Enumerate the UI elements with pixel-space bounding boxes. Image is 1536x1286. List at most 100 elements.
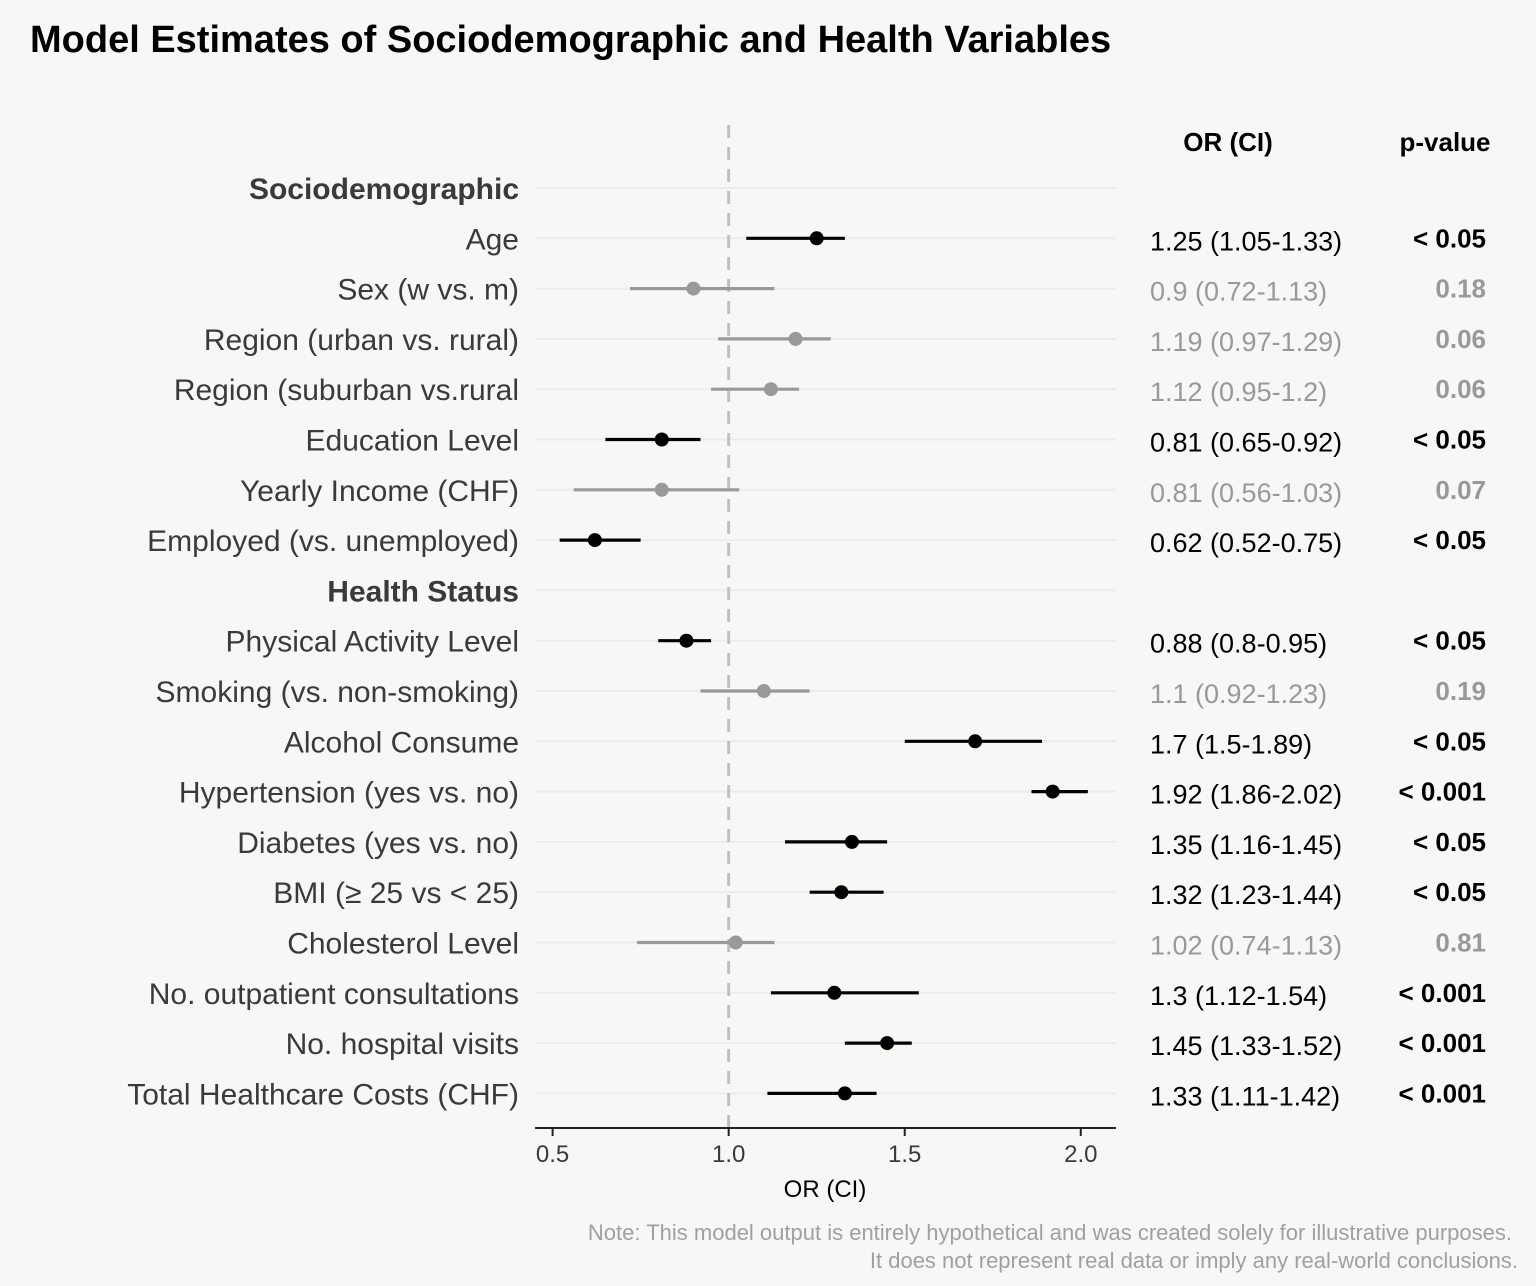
- forest-row: Smoking (vs. non-smoking) 1.1 (0.92-1.23)…: [156, 676, 1486, 709]
- forest-row: Yearly Income (CHF) 0.81 (0.56-1.03) 0.07: [240, 475, 1486, 508]
- group-label: Sociodemographic: [249, 173, 519, 206]
- estimate-point: [880, 1036, 895, 1051]
- row-label: Alcohol Consume: [284, 726, 519, 759]
- row-label: Education Level: [306, 425, 520, 458]
- forest-row: No. outpatient consultations 1.3 (1.12-1.…: [149, 978, 1486, 1011]
- note-line-1: Note: This model output is entirely hypo…: [588, 1220, 1512, 1245]
- estimate-point: [587, 533, 602, 548]
- p-value: < 0.001: [1399, 777, 1486, 807]
- p-value: 0.18: [1435, 274, 1486, 304]
- or-ci-value: 1.45 (1.33-1.52): [1150, 1031, 1342, 1061]
- forest-row: Region (urban vs. rural) 1.19 (0.97-1.29)…: [204, 324, 1486, 357]
- p-value: < 0.001: [1399, 978, 1486, 1008]
- group-header-row: Health Status: [327, 575, 519, 608]
- p-value: < 0.05: [1413, 223, 1486, 253]
- or-ci-value: 0.62 (0.52-0.75): [1150, 528, 1342, 558]
- forest-row: Cholesterol Level 1.02 (0.74-1.13) 0.81: [287, 928, 1486, 961]
- or-ci-value: 1.35 (1.16-1.45): [1150, 830, 1342, 860]
- p-value: 0.07: [1435, 475, 1486, 505]
- p-value-column-header: p-value: [1399, 127, 1490, 157]
- or-ci-value: 0.9 (0.72-1.13): [1150, 277, 1327, 307]
- note-line-2: It does not represent real data or imply…: [870, 1248, 1518, 1273]
- estimate-point: [728, 935, 743, 950]
- row-label: BMI (≥ 25 vs < 25): [273, 877, 519, 910]
- row-label: Physical Activity Level: [226, 626, 519, 659]
- or-ci-value: 1.3 (1.12-1.54): [1150, 981, 1327, 1011]
- forest-row: Total Healthcare Costs (CHF) 1.33 (1.11-1…: [127, 1078, 1486, 1111]
- estimate-point: [809, 231, 824, 246]
- forest-row: BMI (≥ 25 vs < 25) 1.32 (1.23-1.44) < 0.05: [273, 877, 1486, 910]
- p-value: < 0.001: [1399, 1078, 1486, 1108]
- or-column-header: OR (CI): [1183, 127, 1273, 157]
- forest-row: Region (suburban vs.rural 1.12 (0.95-1.2)…: [174, 374, 1486, 407]
- estimate-point: [788, 331, 803, 346]
- p-value: < 0.05: [1413, 877, 1486, 907]
- estimate-point: [686, 281, 701, 296]
- estimate-point: [844, 834, 859, 849]
- row-label: Age: [466, 223, 519, 256]
- row-label: Region (urban vs. rural): [204, 324, 519, 357]
- x-axis-ticks: 0.5 1.0 1.5 2.0: [536, 1128, 1097, 1168]
- row-label: Smoking (vs. non-smoking): [156, 676, 519, 709]
- p-value: 0.81: [1435, 928, 1486, 958]
- estimate-point: [654, 482, 669, 497]
- forest-row: Hypertension (yes vs. no) 1.92 (1.86-2.02…: [179, 777, 1486, 810]
- p-value: < 0.001: [1399, 1028, 1486, 1058]
- x-tick-label: 1.5: [888, 1141, 921, 1168]
- row-label: Employed (vs. unemployed): [147, 525, 519, 558]
- row-label: Region (suburban vs.rural: [174, 374, 519, 407]
- p-value: < 0.05: [1413, 425, 1486, 455]
- x-tick-label: 2.0: [1064, 1141, 1097, 1168]
- estimate-point: [1045, 784, 1060, 799]
- p-value: < 0.05: [1413, 626, 1486, 656]
- forest-row: Education Level 0.81 (0.65-0.92) < 0.05: [306, 425, 1487, 458]
- row-label: Yearly Income (CHF): [240, 475, 519, 508]
- estimate-point: [756, 684, 771, 698]
- or-ci-value: 1.1 (0.92-1.23): [1150, 679, 1327, 709]
- forest-row: No. hospital visits 1.45 (1.33-1.52) < 0.0…: [286, 1028, 1486, 1061]
- row-label: No. outpatient consultations: [149, 978, 519, 1011]
- forest-row: Employed (vs. unemployed) 0.62 (0.52-0.75…: [147, 525, 1486, 558]
- or-ci-value: 0.81 (0.65-0.92): [1150, 428, 1342, 458]
- forest-row: Alcohol Consume 1.7 (1.5-1.89) < 0.05: [284, 726, 1486, 759]
- or-ci-value: 0.88 (0.8-0.95): [1150, 629, 1327, 659]
- estimate-point: [679, 633, 694, 648]
- row-label: Sex (w vs. m): [337, 274, 519, 307]
- chart-title: Model Estimates of Sociodemographic and …: [30, 19, 1111, 61]
- or-ci-value: 1.7 (1.5-1.89): [1150, 729, 1312, 759]
- or-ci-value: 1.32 (1.23-1.44): [1150, 880, 1342, 910]
- x-tick-label: 0.5: [536, 1141, 569, 1168]
- estimate-point: [834, 885, 849, 900]
- forest-row: Age 1.25 (1.05-1.33) < 0.05: [466, 223, 1486, 256]
- group-header-row: Sociodemographic: [249, 173, 519, 206]
- p-value: < 0.05: [1413, 726, 1486, 756]
- row-label: Diabetes (yes vs. no): [237, 827, 519, 860]
- or-ci-value: 1.19 (0.97-1.29): [1150, 327, 1342, 357]
- x-axis-title: OR (CI): [784, 1176, 867, 1203]
- p-value: 0.19: [1435, 676, 1486, 706]
- or-ci-value: 1.12 (0.95-1.2): [1150, 377, 1327, 407]
- forest-row: Diabetes (yes vs. no) 1.35 (1.16-1.45) < 0…: [237, 827, 1486, 860]
- row-label: Total Healthcare Costs (CHF): [127, 1078, 519, 1111]
- p-value: < 0.05: [1413, 525, 1486, 555]
- forest-row: Physical Activity Level 0.88 (0.8-0.95) < …: [226, 626, 1486, 659]
- estimate-point: [837, 1086, 852, 1101]
- group-label: Health Status: [327, 575, 519, 608]
- or-ci-value: 0.81 (0.56-1.03): [1150, 478, 1342, 508]
- row-label: Hypertension (yes vs. no): [179, 777, 519, 810]
- or-ci-value: 1.92 (1.86-2.02): [1150, 780, 1342, 810]
- or-ci-value: 1.02 (0.74-1.13): [1150, 931, 1342, 961]
- estimate-point: [968, 734, 983, 749]
- or-ci-value: 1.33 (1.11-1.42): [1150, 1081, 1340, 1111]
- forest-row: Sex (w vs. m) 0.9 (0.72-1.13) 0.18: [337, 274, 1486, 307]
- or-ci-value: 1.25 (1.05-1.33): [1150, 226, 1342, 256]
- x-tick-label: 1.0: [712, 1141, 745, 1168]
- forest-rows: Sociodemographic Age 1.25 (1.05-1.33) < 0.0…: [127, 173, 1486, 1111]
- p-value: < 0.05: [1413, 827, 1486, 857]
- p-value: 0.06: [1435, 374, 1486, 404]
- row-label: No. hospital visits: [286, 1028, 519, 1061]
- p-value: 0.06: [1435, 324, 1486, 354]
- estimate-point: [827, 985, 842, 1000]
